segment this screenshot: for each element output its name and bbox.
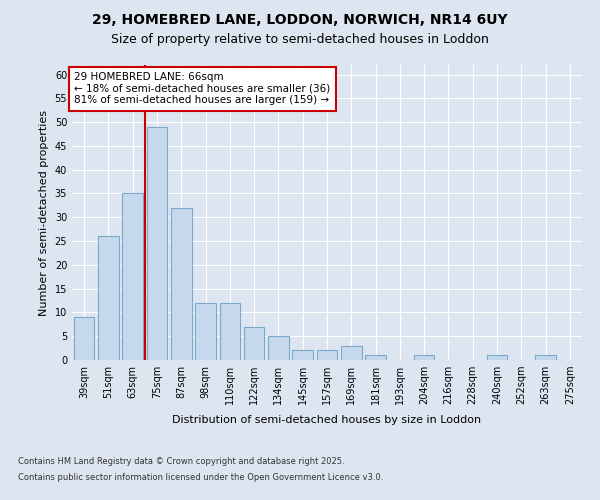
Bar — [268, 336, 289, 360]
Bar — [146, 127, 167, 360]
Bar — [292, 350, 313, 360]
Bar — [365, 355, 386, 360]
Text: Contains public sector information licensed under the Open Government Licence v3: Contains public sector information licen… — [18, 472, 383, 482]
Bar — [317, 350, 337, 360]
Text: 29 HOMEBRED LANE: 66sqm
← 18% of semi-detached houses are smaller (36)
81% of se: 29 HOMEBRED LANE: 66sqm ← 18% of semi-de… — [74, 72, 331, 106]
Bar — [98, 236, 119, 360]
Bar — [220, 303, 240, 360]
Bar — [195, 303, 216, 360]
Bar — [244, 326, 265, 360]
Bar — [171, 208, 191, 360]
Bar — [74, 317, 94, 360]
Bar — [414, 355, 434, 360]
Text: Size of property relative to semi-detached houses in Loddon: Size of property relative to semi-detach… — [111, 32, 489, 46]
Text: Contains HM Land Registry data © Crown copyright and database right 2025.: Contains HM Land Registry data © Crown c… — [18, 458, 344, 466]
Text: 29, HOMEBRED LANE, LODDON, NORWICH, NR14 6UY: 29, HOMEBRED LANE, LODDON, NORWICH, NR14… — [92, 12, 508, 26]
Bar — [341, 346, 362, 360]
Y-axis label: Number of semi-detached properties: Number of semi-detached properties — [39, 110, 49, 316]
Bar — [535, 355, 556, 360]
Bar — [122, 194, 143, 360]
Bar — [487, 355, 508, 360]
X-axis label: Distribution of semi-detached houses by size in Loddon: Distribution of semi-detached houses by … — [172, 416, 482, 426]
